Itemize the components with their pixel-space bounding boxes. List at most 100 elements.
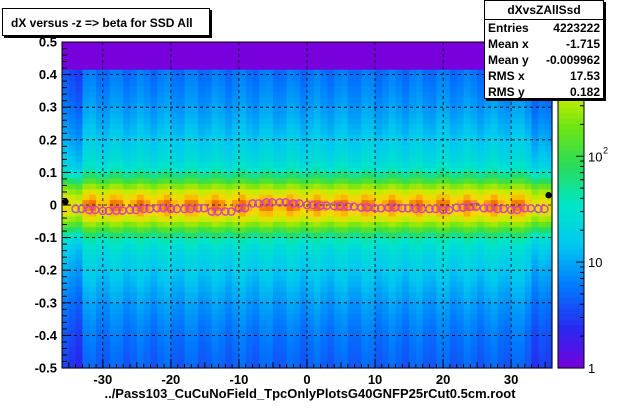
stats-value: 17.53 bbox=[569, 69, 600, 83]
heatmap-cell bbox=[272, 237, 281, 244]
heatmap-cell bbox=[191, 302, 199, 309]
heatmap-cell bbox=[82, 101, 90, 108]
heatmap-cell bbox=[327, 226, 335, 233]
heatmap-cell bbox=[449, 177, 458, 184]
heatmap-cell bbox=[68, 286, 77, 293]
heatmap-cell bbox=[238, 166, 247, 173]
heatmap-cell bbox=[436, 188, 444, 195]
heatmap-cell bbox=[293, 286, 301, 293]
heatmap-cell bbox=[436, 346, 444, 353]
heatmap-cell bbox=[204, 128, 213, 135]
heatmap-cell bbox=[402, 226, 410, 233]
heatmap-cell bbox=[116, 329, 124, 336]
heatmap-cell bbox=[504, 123, 512, 130]
heatmap-cell bbox=[259, 42, 267, 49]
heatmap-cell bbox=[266, 128, 274, 135]
heatmap-cell bbox=[327, 172, 335, 179]
profile-point bbox=[295, 199, 304, 208]
heatmap-cell bbox=[109, 346, 118, 353]
heatmap-cell bbox=[354, 253, 363, 260]
heatmap-cell bbox=[320, 172, 329, 179]
heatmap-cell bbox=[449, 281, 458, 288]
heatmap-cell bbox=[524, 177, 533, 184]
heatmap-cell bbox=[449, 243, 458, 250]
heatmap-cell bbox=[334, 264, 342, 271]
heatmap-cell bbox=[116, 166, 124, 173]
heatmap-cell bbox=[375, 183, 383, 190]
heatmap-cell bbox=[375, 69, 383, 76]
heatmap-cell bbox=[436, 308, 444, 315]
heatmap-cell bbox=[89, 281, 97, 288]
heatmap-cell bbox=[463, 281, 471, 288]
heatmap-cell bbox=[511, 183, 519, 190]
heatmap-cell bbox=[238, 243, 247, 250]
heatmap-cell bbox=[68, 58, 77, 65]
heatmap-cell bbox=[327, 177, 335, 184]
heatmap-cell bbox=[402, 80, 410, 87]
heatmap-cell bbox=[109, 291, 118, 298]
heatmap-cell bbox=[143, 270, 152, 277]
heatmap-cell bbox=[361, 145, 369, 152]
heatmap-cell bbox=[164, 270, 172, 277]
heatmap-cell bbox=[354, 237, 363, 244]
heatmap-cell bbox=[545, 253, 553, 260]
heatmap-cell bbox=[191, 346, 199, 353]
heatmap-cell bbox=[375, 313, 383, 320]
heatmap-cell bbox=[307, 63, 315, 70]
heatmap-cell bbox=[143, 302, 152, 309]
heatmap-cell bbox=[361, 90, 369, 97]
heatmap-cell bbox=[286, 226, 294, 233]
heatmap-cell bbox=[68, 253, 77, 260]
heatmap-cell bbox=[436, 319, 444, 326]
heatmap-cell bbox=[177, 161, 186, 168]
heatmap-cell bbox=[164, 335, 172, 342]
heatmap-cell bbox=[368, 335, 376, 342]
heatmap-cell bbox=[225, 118, 233, 125]
heatmap-cell bbox=[477, 101, 485, 108]
profile-point bbox=[199, 203, 209, 213]
heatmap-cell bbox=[164, 42, 172, 49]
heatmap-cell bbox=[545, 319, 553, 326]
heatmap-cell bbox=[470, 123, 478, 130]
heatmap-cell bbox=[225, 52, 233, 59]
heatmap-cell bbox=[293, 107, 301, 114]
heatmap-cell bbox=[470, 346, 478, 353]
heatmap-cell bbox=[225, 183, 233, 190]
heatmap-cell bbox=[456, 69, 465, 76]
x-tick-label: 30 bbox=[504, 372, 518, 387]
heatmap-cell bbox=[164, 275, 172, 282]
heatmap-cell bbox=[422, 134, 431, 141]
heatmap-cell bbox=[238, 215, 247, 222]
heatmap-cell bbox=[232, 42, 240, 49]
heatmap-cell bbox=[313, 302, 322, 309]
heatmap-cell bbox=[504, 324, 512, 331]
heatmap-cell bbox=[279, 123, 288, 130]
heatmap-cell bbox=[218, 362, 226, 369]
heatmap-cell bbox=[341, 232, 349, 239]
heatmap-cell bbox=[245, 313, 254, 320]
heatmap-cell bbox=[341, 85, 349, 92]
heatmap-cell bbox=[82, 286, 90, 293]
heatmap-cell bbox=[504, 313, 512, 320]
heatmap-cell bbox=[266, 183, 274, 190]
heatmap-cell bbox=[395, 80, 403, 87]
heatmap-cell bbox=[116, 123, 124, 130]
heatmap-cell bbox=[307, 357, 315, 364]
heatmap-cell bbox=[116, 118, 124, 125]
heatmap-cell bbox=[538, 243, 546, 250]
heatmap-cell bbox=[266, 42, 274, 49]
heatmap-cell bbox=[443, 286, 451, 293]
heatmap-cell bbox=[191, 42, 199, 49]
heatmap-cell bbox=[62, 139, 70, 146]
heatmap-cell bbox=[259, 63, 267, 70]
heatmap-cell bbox=[150, 47, 158, 54]
heatmap-cell bbox=[293, 226, 301, 233]
heatmap-cell bbox=[531, 107, 539, 114]
heatmap-cell bbox=[402, 183, 410, 190]
heatmap-cell bbox=[538, 329, 546, 336]
palette-cell bbox=[558, 139, 584, 146]
heatmap-cell bbox=[334, 297, 342, 304]
heatmap-cell bbox=[354, 215, 363, 222]
heatmap-cell bbox=[150, 243, 158, 250]
heatmap-cell bbox=[483, 134, 492, 141]
